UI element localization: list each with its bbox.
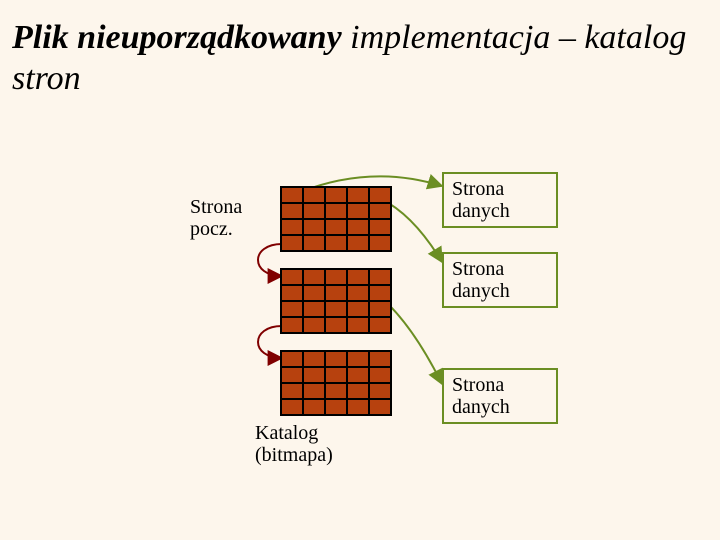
bitmap-cell: [281, 383, 303, 399]
bitmap-cell: [347, 399, 369, 415]
bitmap-cell: [347, 235, 369, 251]
bitmap-cell: [303, 399, 325, 415]
bitmap-cell: [347, 301, 369, 317]
bitmap-cell: [281, 219, 303, 235]
bitmap-cell: [325, 317, 347, 333]
bitmap-cell: [281, 269, 303, 285]
bitmap-cell: [303, 301, 325, 317]
bitmap-cell: [303, 219, 325, 235]
bitmap-cell: [281, 399, 303, 415]
slide-title: Plik nieuporządkowany implementacja – ka…: [12, 18, 702, 100]
bitmap-cell: [369, 203, 391, 219]
bitmap-cell: [325, 219, 347, 235]
data-page-label: Strona danych: [452, 374, 510, 418]
bitmap-cell: [303, 367, 325, 383]
bitmap-cell: [347, 317, 369, 333]
bitmap-cell: [303, 317, 325, 333]
bitmap-cell: [347, 367, 369, 383]
link-arrow: [258, 244, 282, 276]
bitmap-cell: [347, 383, 369, 399]
bitmap-cell: [347, 219, 369, 235]
bitmap-cell: [369, 351, 391, 367]
bitmap-cell: [369, 269, 391, 285]
bitmap-cell: [325, 383, 347, 399]
bitmap-cell: [303, 235, 325, 251]
bitmap-cell: [325, 269, 347, 285]
bitmap-cell: [303, 203, 325, 219]
bitmap-cell: [369, 317, 391, 333]
bitmap-cell: [325, 285, 347, 301]
bitmap-cell: [369, 383, 391, 399]
bitmap-cell: [369, 285, 391, 301]
bitmap-cell: [303, 285, 325, 301]
bitmap-cell: [347, 187, 369, 203]
bitmap-cell: [369, 367, 391, 383]
bitmap-cell: [347, 285, 369, 301]
bitmap-cell: [347, 269, 369, 285]
bitmap-cell: [325, 187, 347, 203]
bitmap-cell: [303, 187, 325, 203]
bitmap-cell: [281, 285, 303, 301]
data-page: Strona danych: [442, 252, 558, 308]
label-strona-pocz: Strona pocz.: [190, 196, 242, 240]
title-bold: Plik nieuporządkowany: [12, 19, 342, 56]
bitmap-cell: [325, 301, 347, 317]
bitmap-cell: [325, 351, 347, 367]
bitmap-cell: [369, 301, 391, 317]
bitmap-cell: [325, 367, 347, 383]
bitmap-block: [280, 350, 392, 416]
bitmap-cell: [369, 187, 391, 203]
data-page: Strona danych: [442, 172, 558, 228]
bitmap-cell: [325, 235, 347, 251]
bitmap-cell: [325, 203, 347, 219]
bitmap-cell: [281, 351, 303, 367]
bitmap-cell: [325, 399, 347, 415]
bitmap-cell: [369, 235, 391, 251]
label-katalog: Katalog (bitmapa): [255, 422, 333, 466]
bitmap-cell: [369, 219, 391, 235]
bitmap-cell: [303, 269, 325, 285]
data-page-label: Strona danych: [452, 178, 510, 222]
bitmap-block: [280, 186, 392, 252]
bitmap-cell: [281, 367, 303, 383]
bitmap-cell: [347, 203, 369, 219]
bitmap-cell: [281, 301, 303, 317]
bitmap-cell: [281, 317, 303, 333]
bitmap-cell: [281, 187, 303, 203]
bitmap-cell: [281, 235, 303, 251]
bitmap-cell: [369, 399, 391, 415]
bitmap-cell: [347, 351, 369, 367]
slide: Plik nieuporządkowany implementacja – ka…: [0, 0, 720, 540]
bitmap-block: [280, 268, 392, 334]
link-arrow: [258, 326, 282, 358]
bitmap-cell: [281, 203, 303, 219]
bitmap-cell: [303, 351, 325, 367]
data-page: Strona danych: [442, 368, 558, 424]
bitmap-cell: [303, 383, 325, 399]
data-page-label: Strona danych: [452, 258, 510, 302]
